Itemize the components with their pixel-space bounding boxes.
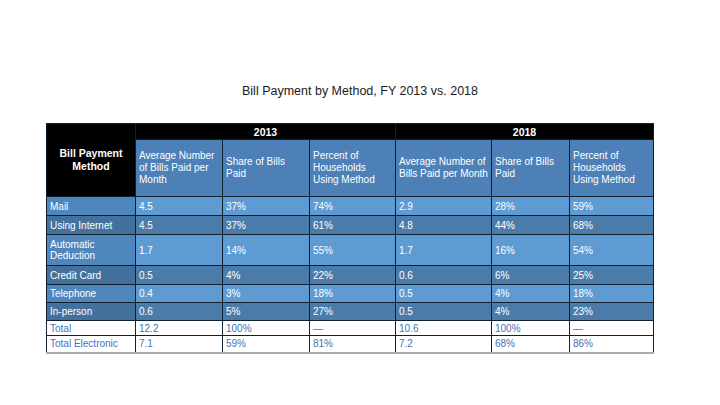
table-cell: 68% (570, 216, 654, 235)
table-cell: 0.5 (396, 303, 492, 321)
row-label: Automatic Deduction (47, 235, 136, 266)
row-label: In-person (47, 303, 136, 321)
table-cell: 55% (310, 235, 396, 266)
table-cell: 4% (492, 285, 570, 303)
table-cell: 37% (223, 216, 310, 235)
table-cell: — (310, 321, 396, 336)
table-cell: 86% (570, 336, 654, 353)
table-cell: 0.5 (396, 285, 492, 303)
table-row: Total12.2100%—10.6100%— (47, 321, 654, 336)
table-cell: 0.6 (396, 266, 492, 285)
table-cell: 100% (223, 321, 310, 336)
table-row: In-person0.65%27%0.54%23% (47, 303, 654, 321)
year-header-2018: 2018 (396, 124, 654, 140)
table-cell: 54% (570, 235, 654, 266)
table-cell: 1.7 (396, 235, 492, 266)
table-cell: — (570, 321, 654, 336)
table-row: Automatic Deduction1.714%55%1.716%54% (47, 235, 654, 266)
table-cell: 4% (223, 266, 310, 285)
row-label: Credit Card (47, 266, 136, 285)
table-cell: 61% (310, 216, 396, 235)
table-cell: 2.9 (396, 197, 492, 216)
table-cell: 6% (492, 266, 570, 285)
table-body: Mail4.537%74%2.928%59%Using Internet4.53… (47, 197, 654, 353)
table-cell: 18% (570, 285, 654, 303)
row-label: Mail (47, 197, 136, 216)
table-cell: 22% (310, 266, 396, 285)
table-cell: 4% (492, 303, 570, 321)
row-label: Telephone (47, 285, 136, 303)
row-label: Total (47, 321, 136, 336)
table-cell: 4.5 (136, 216, 223, 235)
year-header-2013: 2013 (136, 124, 396, 140)
table-row: Using Internet4.537%61%4.844%68% (47, 216, 654, 235)
table-cell: 12.2 (136, 321, 223, 336)
table-cell: 0.6 (136, 303, 223, 321)
table-cell: 44% (492, 216, 570, 235)
table-cell: 18% (310, 285, 396, 303)
table-cell: 59% (570, 197, 654, 216)
table-cell: 7.2 (396, 336, 492, 353)
col-header-2018-percent-hh: Percent of Households Using Method (570, 140, 654, 197)
row-label: Using Internet (47, 216, 136, 235)
table-cell: 0.4 (136, 285, 223, 303)
table-cell: 10.6 (396, 321, 492, 336)
table-cell: 27% (310, 303, 396, 321)
table-cell: 68% (492, 336, 570, 353)
col-header-2013-avg-bills: Average Number of Bills Paid per Month (136, 140, 223, 197)
col-header-2013-percent-hh: Percent of Households Using Method (310, 140, 396, 197)
table-cell: 81% (310, 336, 396, 353)
table-cell: 28% (492, 197, 570, 216)
table-cell: 7.1 (136, 336, 223, 353)
col-header-2013-share: Share of Bills Paid (223, 140, 310, 197)
table-cell: 25% (570, 266, 654, 285)
table-cell: 4.5 (136, 197, 223, 216)
table-cell: 16% (492, 235, 570, 266)
table-cell: 3% (223, 285, 310, 303)
column-header-row: Average Number of Bills Paid per Month S… (47, 140, 654, 197)
table-cell: 74% (310, 197, 396, 216)
corner-header-cell: Bill Payment Method (47, 124, 136, 197)
row-label: Total Electronic (47, 336, 136, 353)
table-cell: 1.7 (136, 235, 223, 266)
table-row: Mail4.537%74%2.928%59% (47, 197, 654, 216)
col-header-2018-share: Share of Bills Paid (492, 140, 570, 197)
table-cell: 23% (570, 303, 654, 321)
table-cell: 59% (223, 336, 310, 353)
table-cell: 5% (223, 303, 310, 321)
table-cell: 0.5 (136, 266, 223, 285)
page-title: Bill Payment by Method, FY 2013 vs. 2018 (0, 84, 720, 98)
table-cell: 100% (492, 321, 570, 336)
slide: Bill Payment by Method, FY 2013 vs. 2018… (0, 0, 720, 405)
table-cell: 37% (223, 197, 310, 216)
bill-payment-table: Bill Payment Method 2013 2018 Average Nu… (46, 123, 654, 354)
table-row: Credit Card0.54%22%0.66%25% (47, 266, 654, 285)
table-cell: 14% (223, 235, 310, 266)
col-header-2018-avg-bills: Average Number of Bills Paid per Month (396, 140, 492, 197)
year-header-row: Bill Payment Method 2013 2018 (47, 124, 654, 140)
table-row: Telephone0.43%18%0.54%18% (47, 285, 654, 303)
table-cell: 4.8 (396, 216, 492, 235)
table-row: Total Electronic7.159%81%7.268%86% (47, 336, 654, 353)
